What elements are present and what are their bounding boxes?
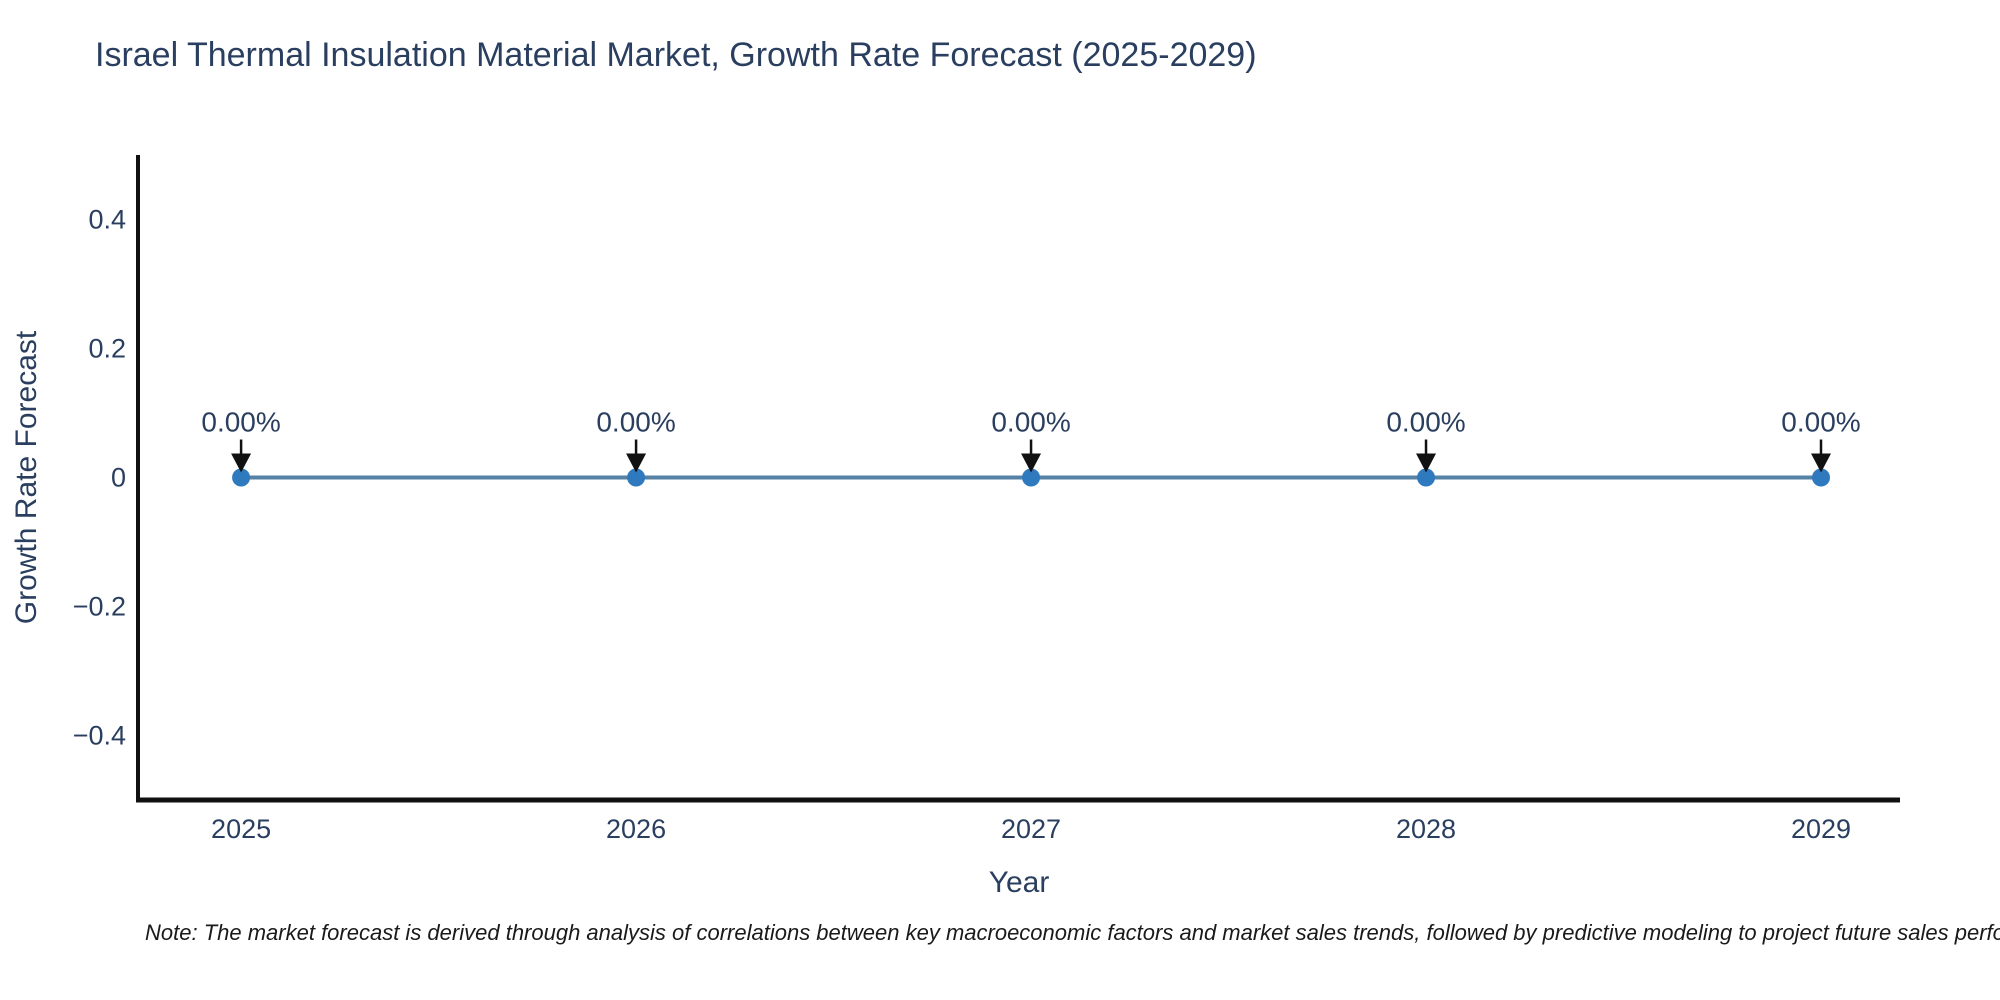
x-tick-label: 2025 [211,814,271,844]
x-tick-label: 2026 [606,814,666,844]
annotation-label: 0.00% [991,407,1070,438]
y-tick-label: 0.4 [88,205,126,235]
y-tick-label: −0.4 [73,721,126,751]
annotation-arrow-head [1416,453,1437,473]
y-tick-label: 0 [111,463,126,493]
data-point-marker [1022,468,1041,487]
y-tick-label: −0.2 [73,592,126,622]
y-tick-label: 0.2 [88,334,126,364]
annotation-arrow-head [231,453,252,473]
annotation-arrow-head [1021,453,1042,473]
annotation-arrow-head [1811,453,1832,473]
annotation-label: 0.00% [1386,407,1465,438]
x-tick-label: 2029 [1791,814,1851,844]
annotation-label: 0.00% [596,407,675,438]
annotation-label: 0.00% [1781,407,1860,438]
footnote-text: Note: The market forecast is derived thr… [145,920,2000,945]
data-point-marker [232,468,251,487]
x-tick-label: 2027 [1001,814,1061,844]
chart-title: Israel Thermal Insulation Material Marke… [95,36,1257,74]
annotation-arrow-head [626,453,647,473]
x-tick-label: 2028 [1396,814,1456,844]
annotation-label: 0.00% [201,407,280,438]
y-axis-title: Growth Rate Forecast [10,330,43,624]
data-point-marker [1812,468,1831,487]
data-point-marker [1417,468,1436,487]
data-point-marker [627,468,646,487]
x-axis-title: Year [989,866,1050,899]
